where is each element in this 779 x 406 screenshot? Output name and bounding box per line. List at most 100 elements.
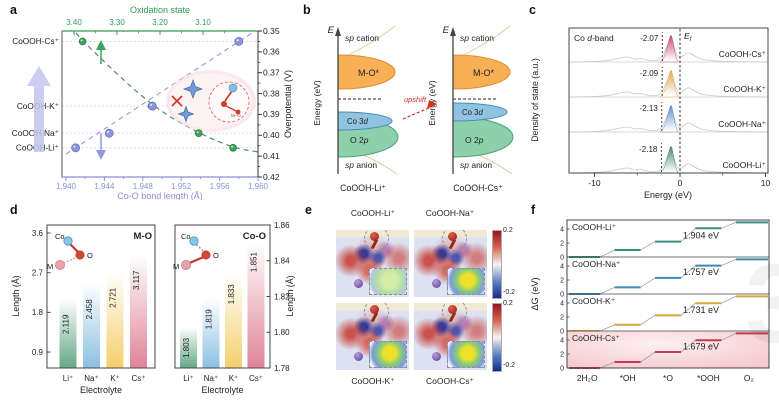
big-up-arrow-icon xyxy=(27,66,51,152)
x-axis-tick: 0 xyxy=(678,178,683,188)
axis-e-label: E xyxy=(443,25,450,36)
co3d-label: Co 3d xyxy=(462,108,483,117)
right-axis-tick: 0.40 xyxy=(263,130,280,140)
panel-label-c: c xyxy=(529,3,536,17)
y-axis-title: Length (Å) xyxy=(285,275,295,316)
subpanel-label: CoOOH-Cs⁺ xyxy=(572,333,620,343)
co-atom xyxy=(189,236,199,246)
y-axis-tick: 1.86 xyxy=(274,221,290,230)
inset-orbital-box xyxy=(447,341,485,368)
dos-colored-peak xyxy=(659,70,679,98)
plot-frame xyxy=(566,219,770,369)
right-axis-tick: 0.35 xyxy=(263,26,280,36)
upshift-arrowhead xyxy=(427,100,437,109)
right-axis-tick: 0.38 xyxy=(263,88,280,98)
right-axis-tick: 0.37 xyxy=(263,68,280,78)
step-connector xyxy=(640,351,656,363)
y-axis-tick: 0.9 xyxy=(32,348,44,357)
co3d-band xyxy=(338,111,393,131)
bar-coo-Na⁺ xyxy=(202,298,220,368)
y-axis-tick: 2 xyxy=(560,278,564,285)
category-label: Na⁺ xyxy=(84,374,98,383)
right-axis-tick: 0.42 xyxy=(263,172,280,182)
y-axis-tick: 0 xyxy=(560,366,564,373)
sp-anion-label: sp anion xyxy=(460,160,492,170)
colorbar-min-row2: -0.2 xyxy=(503,362,516,369)
reaction-step-label: *OH xyxy=(620,373,636,383)
oxygen-atom xyxy=(369,232,379,241)
dashed-circle-annotation xyxy=(208,81,250,123)
map-title-k: CoOOH-K⁺ xyxy=(351,376,395,386)
oxidation-point xyxy=(78,37,87,46)
subpanel-label: CoOOH-Li⁺ xyxy=(572,222,617,232)
upshift-label: upshift xyxy=(404,95,427,104)
o2p-label: O 2p xyxy=(465,135,484,145)
step-connector xyxy=(721,222,736,229)
category-label: Li⁺ xyxy=(183,374,193,383)
bar-coo-Cs⁺ xyxy=(247,241,265,368)
bottom-axis-tick: 1.956 xyxy=(210,182,231,191)
panel-b-diagram: E Energy (eV) sp cation sp anion M-O* Co 3d O … xyxy=(312,25,514,193)
o-atom xyxy=(75,250,85,260)
co-o-bond xyxy=(69,243,79,253)
bar-mo-Cs⁺ xyxy=(130,254,147,368)
step-connector xyxy=(680,340,696,353)
bond-length-trend-line xyxy=(65,32,253,155)
m-atom-label: M xyxy=(173,262,179,271)
d-band-center-value: -2.09 xyxy=(640,69,659,78)
step-connector xyxy=(600,249,615,258)
diagram-label: CoOOH-Li⁺ xyxy=(340,183,386,193)
y-axis-tick: 4 xyxy=(560,301,564,308)
co3d-band xyxy=(453,102,508,122)
top-axis-tick: 3.30 xyxy=(109,18,125,27)
cation-sphere xyxy=(354,351,364,361)
bar-coo-K⁺ xyxy=(225,273,242,368)
bond-length-point xyxy=(234,37,244,46)
axis-arrowhead xyxy=(335,27,341,36)
crystal-star-icon xyxy=(177,105,195,123)
bar-value-label: 2.458 xyxy=(85,299,94,320)
category-label: Cs⁺ xyxy=(249,374,263,383)
cation-sphere xyxy=(432,278,442,288)
bar-coo-Li⁺ xyxy=(180,326,197,368)
y-axis-tick: 4 xyxy=(560,264,564,271)
o-atom-label: O xyxy=(87,251,93,260)
colorbar-max-row2: 0.2 xyxy=(503,300,513,307)
y-axis-tick: 1.80 xyxy=(274,328,290,337)
oxidation-point xyxy=(229,144,237,152)
reaction-step-label: *OOH xyxy=(697,373,720,383)
x-axis-title: Electrolyte xyxy=(201,385,243,395)
crystal-star-icon xyxy=(182,78,204,100)
right-axis-tick: 0.36 xyxy=(263,47,280,57)
dos-trace-label: CoOOH-K⁺ xyxy=(723,84,766,94)
charge-density-map-cs xyxy=(414,303,487,370)
bottom-axis-tick: 1.948 xyxy=(133,182,154,191)
colorbar-max-row1: 0.2 xyxy=(503,227,513,234)
co-o-bond xyxy=(195,243,205,253)
panel-e-charge-density-grid: CoOOH-Li⁺ CoOOH-Na⁺ xyxy=(300,200,525,406)
inset-bond-label: M–O xyxy=(231,113,241,118)
panel-d-bond-length-bars: 2.119 2.458 2.721 3.117 0.9 1.8 2.7 3.6 M-O Co O M L… xyxy=(0,200,300,406)
category-label: K⁺ xyxy=(229,374,239,383)
step-connector xyxy=(721,296,736,304)
o2p-band xyxy=(453,116,514,158)
upshift-arrow xyxy=(402,106,432,120)
inset-orbital-box xyxy=(369,341,407,368)
chart-title: M-O xyxy=(134,231,152,242)
bond-stick xyxy=(225,105,237,112)
oxygen-atom xyxy=(369,305,379,314)
cation-sphere xyxy=(432,351,442,361)
step-connector xyxy=(640,315,656,325)
co3d-label: Co 3d xyxy=(347,117,368,126)
panel-d-chart: 2.119 2.458 2.721 3.117 0.9 1.8 2.7 3.6 M-O Co O M L… xyxy=(11,221,295,395)
co-atom xyxy=(63,236,73,246)
o2p-label: O 2p xyxy=(350,135,369,145)
y-axis-tick: 0 xyxy=(560,255,564,262)
bar-value-label: 3.117 xyxy=(132,270,141,290)
dos-colored-peak xyxy=(659,35,679,63)
y-axis-tick: 4 xyxy=(560,338,564,345)
y-axis-title: ΔG (eV) xyxy=(530,277,540,310)
m-atom xyxy=(180,260,191,271)
plot-frame xyxy=(568,27,769,174)
step-connector xyxy=(600,287,615,295)
